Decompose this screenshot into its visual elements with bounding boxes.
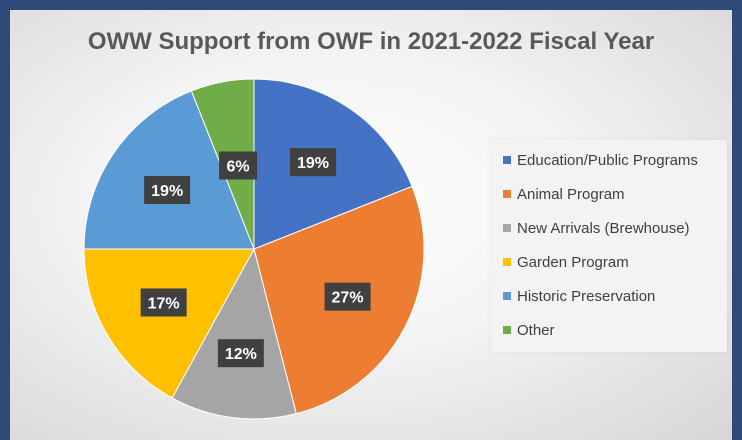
legend-item: Other bbox=[503, 320, 555, 340]
data-label-box bbox=[140, 288, 187, 317]
data-label-text: 12% bbox=[225, 346, 257, 363]
legend-item: Animal Program bbox=[503, 184, 625, 204]
data-label-6: 6% bbox=[219, 151, 258, 180]
data-label-1: 19% bbox=[290, 148, 337, 177]
legend-label: Historic Preservation bbox=[517, 287, 656, 305]
data-label-text: 6% bbox=[227, 159, 250, 176]
legend-swatch bbox=[503, 292, 511, 300]
data-label-box bbox=[290, 148, 337, 177]
legend-swatch bbox=[503, 190, 511, 198]
legend: Education/Public Programs Animal Program N… bbox=[491, 140, 727, 352]
legend-swatch bbox=[503, 224, 511, 232]
legend-label: Other bbox=[517, 321, 555, 339]
legend-label: New Arrivals (Brewhouse) bbox=[517, 219, 690, 237]
legend-label: Education/Public Programs bbox=[517, 151, 698, 169]
legend-swatch bbox=[503, 258, 511, 266]
data-label-text: 19% bbox=[297, 155, 329, 172]
data-label-box bbox=[217, 339, 264, 368]
data-label-text: 17% bbox=[148, 295, 180, 312]
pie-slice-3 bbox=[171, 247, 297, 420]
data-label-text: 27% bbox=[332, 290, 364, 307]
legend-item: New Arrivals (Brewhouse) bbox=[503, 218, 690, 238]
pie-slice-5 bbox=[83, 90, 255, 250]
data-label-box bbox=[144, 175, 191, 204]
data-label-5: 19% bbox=[144, 175, 191, 204]
legend-item: Historic Preservation bbox=[503, 286, 655, 306]
legend-item: Garden Program bbox=[503, 252, 629, 272]
data-label-box bbox=[324, 282, 371, 311]
data-label-box bbox=[219, 151, 258, 180]
data-label-3: 12% bbox=[217, 339, 264, 368]
legend-swatch bbox=[503, 326, 511, 334]
data-label-4: 17% bbox=[140, 288, 187, 317]
legend-label: Animal Program bbox=[517, 185, 625, 203]
data-label-2: 27% bbox=[324, 282, 371, 311]
legend-item: Education/Public Programs bbox=[503, 150, 698, 170]
pie-slice-4 bbox=[83, 248, 255, 399]
data-label-text: 19% bbox=[151, 183, 183, 200]
legend-label: Garden Program bbox=[517, 253, 629, 271]
legend-swatch bbox=[503, 156, 511, 164]
chart-title: OWW Support from OWF in 2021-2022 Fiscal… bbox=[87, 28, 655, 55]
